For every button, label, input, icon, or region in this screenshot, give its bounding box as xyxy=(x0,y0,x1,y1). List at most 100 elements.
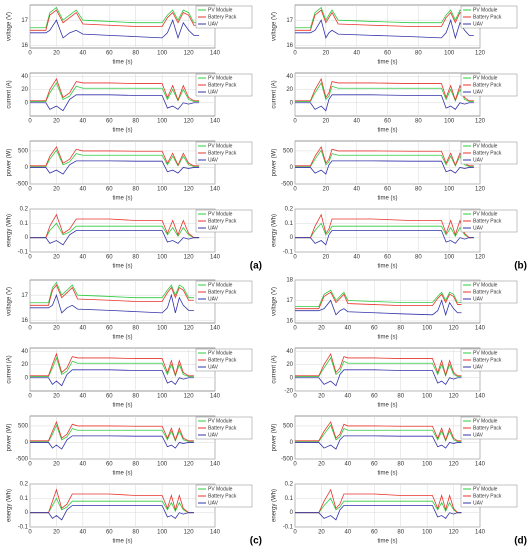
x-tick-label: 40 xyxy=(80,394,87,400)
plot-area xyxy=(29,347,216,392)
x-tick-label: 140 xyxy=(475,462,486,468)
y-tick-label: -0.1 xyxy=(18,525,29,531)
x-tick-label: 120 xyxy=(475,119,486,125)
series-line xyxy=(295,230,474,246)
legend-label: Battery Pack xyxy=(208,82,237,88)
series-line xyxy=(295,299,462,317)
legend-label: Battery Pack xyxy=(208,218,237,224)
x-axis-label: time (s) xyxy=(378,128,398,134)
x-tick-label: 100 xyxy=(422,394,433,400)
y-tick-label: 20 xyxy=(21,87,28,93)
x-axis-label: time (s) xyxy=(113,335,133,341)
x-tick-label: 60 xyxy=(106,187,113,193)
series-line xyxy=(30,6,200,29)
legend-label: UAV xyxy=(208,21,219,27)
x-tick-label: 80 xyxy=(397,326,404,332)
x-tick-label: 120 xyxy=(475,255,486,261)
series-line xyxy=(295,222,474,239)
x-tick-label: 100 xyxy=(422,326,433,332)
series-line xyxy=(295,149,474,167)
x-tick-label: 40 xyxy=(80,119,87,125)
legend-box xyxy=(195,141,253,165)
x-tick-label: 40 xyxy=(80,255,87,261)
series-line xyxy=(30,352,194,377)
series-line xyxy=(295,291,462,310)
series-line xyxy=(295,435,462,450)
legend-box xyxy=(195,348,253,372)
x-tick-label: 120 xyxy=(184,394,195,400)
x-axis-label: time (s) xyxy=(113,196,133,202)
legend-label: Battery Pack xyxy=(473,493,502,499)
x-tick-label: 100 xyxy=(157,187,168,193)
x-tick-label: 100 xyxy=(157,326,168,332)
y-tick-label: -0.1 xyxy=(18,250,29,256)
legend-label: Battery Pack xyxy=(473,150,502,156)
x-tick-label: 0 xyxy=(293,394,297,400)
y-tick-label: 0 xyxy=(25,100,29,106)
y-tick-label: 500 xyxy=(18,424,29,430)
x-tick-label: 100 xyxy=(444,187,455,193)
x-tick-label: 80 xyxy=(415,119,422,125)
y-tick-label: 0.1 xyxy=(20,221,29,227)
y-tick-label: 20 xyxy=(21,362,28,368)
y-tick-label: 17 xyxy=(286,18,293,24)
legend-label: UAV xyxy=(208,89,219,95)
y-axis-label: energy (Wh) xyxy=(7,214,13,247)
x-tick-label: 40 xyxy=(80,51,87,57)
x-tick-label: 60 xyxy=(384,51,391,57)
x-tick-label: 40 xyxy=(353,187,360,193)
x-tick-label: 80 xyxy=(132,394,139,400)
y-tick-label: 0 xyxy=(25,235,29,241)
x-axis-label: time (s) xyxy=(113,403,133,409)
x-axis-label: time (s) xyxy=(378,335,398,341)
legend-label: PV Module xyxy=(473,7,498,13)
legend-label: Battery Pack xyxy=(208,425,237,431)
x-tick-label: 60 xyxy=(371,394,378,400)
y-axis-label: current (A) xyxy=(272,355,278,383)
y-tick-label: 17 xyxy=(286,298,293,304)
legend-box xyxy=(460,5,518,29)
x-tick-label: 40 xyxy=(80,326,87,332)
series-line xyxy=(30,213,200,239)
y-tick-label: 0 xyxy=(290,165,294,171)
x-tick-label: 140 xyxy=(210,255,221,261)
x-tick-label: 60 xyxy=(106,51,113,57)
x-tick-label: 140 xyxy=(210,530,221,536)
series-line xyxy=(30,420,194,442)
panel-label: (a) xyxy=(250,261,262,272)
y-tick-label: 0 xyxy=(25,440,29,446)
y-tick-label: 20 xyxy=(286,87,293,93)
x-tick-label: 120 xyxy=(184,326,195,332)
series-line xyxy=(30,149,200,167)
series-line xyxy=(30,356,194,377)
plot-area xyxy=(294,415,481,460)
y-axis-label: energy (Wh) xyxy=(7,489,13,522)
x-tick-label: 100 xyxy=(444,51,455,57)
x-tick-label: 140 xyxy=(210,51,221,57)
y-axis-label: energy (Wh) xyxy=(272,214,278,247)
x-tick-label: 100 xyxy=(444,255,455,261)
x-tick-label: 140 xyxy=(210,119,221,125)
legend-box xyxy=(195,484,253,508)
x-tick-label: 0 xyxy=(293,530,297,536)
y-tick-label: 0 xyxy=(25,510,29,516)
x-tick-label: 80 xyxy=(415,255,422,261)
x-tick-label: 140 xyxy=(475,394,486,400)
x-tick-label: 60 xyxy=(371,462,378,468)
y-tick-label: 0 xyxy=(290,510,294,516)
y-tick-label: -500 xyxy=(16,457,29,463)
legend-box xyxy=(460,348,518,372)
x-tick-label: 0 xyxy=(28,187,32,193)
x-tick-label: 20 xyxy=(322,187,329,193)
x-tick-label: 60 xyxy=(106,326,113,332)
legend-label: PV Module xyxy=(208,211,233,217)
x-tick-label: 100 xyxy=(157,462,168,468)
x-tick-label: 0 xyxy=(293,255,297,261)
y-axis-label: voltage (V) xyxy=(272,12,278,41)
panel-label: (d) xyxy=(514,536,527,547)
series-line xyxy=(295,18,474,40)
x-tick-label: 20 xyxy=(53,462,60,468)
y-tick-label: 0 xyxy=(25,375,29,381)
x-tick-label: 140 xyxy=(210,326,221,332)
y-axis-label: power (W) xyxy=(272,424,278,452)
